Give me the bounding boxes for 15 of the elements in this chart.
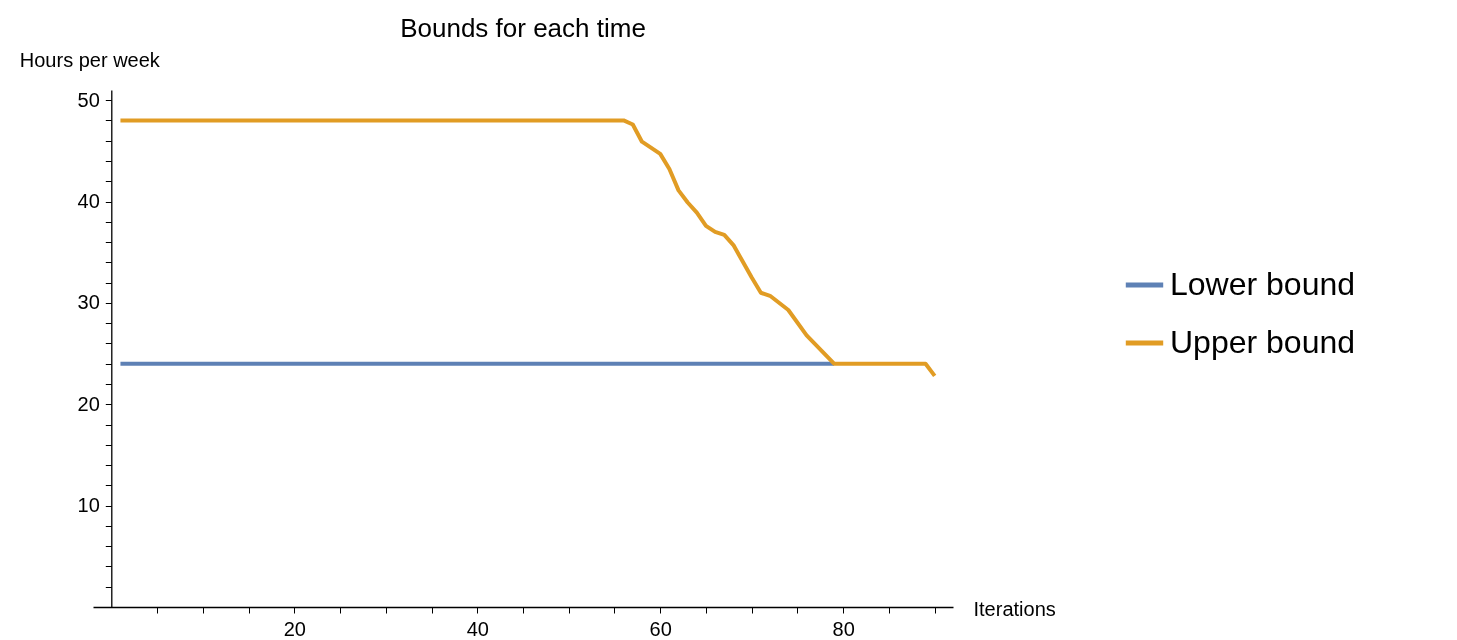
line-series xyxy=(118,118,937,378)
y-axis-title: Hours per week xyxy=(19,48,161,71)
x-tick-label: 80 xyxy=(832,617,855,640)
y-tick-label: 10 xyxy=(77,494,100,517)
y-tick-label: 40 xyxy=(77,190,100,213)
y-tick-label: 50 xyxy=(77,88,100,111)
chart-title: Bounds for each time xyxy=(400,13,646,43)
x-tick-label: 20 xyxy=(283,617,306,640)
y-tick-label: 30 xyxy=(77,291,100,314)
y-tick-label: 20 xyxy=(77,392,100,415)
x-axis-title: Iterations xyxy=(973,597,1056,620)
legend-label: Upper bound xyxy=(1170,324,1356,360)
x-tick-label: 40 xyxy=(466,617,489,640)
legend-label: Lower bound xyxy=(1170,266,1356,302)
x-tick-label: 60 xyxy=(649,617,672,640)
